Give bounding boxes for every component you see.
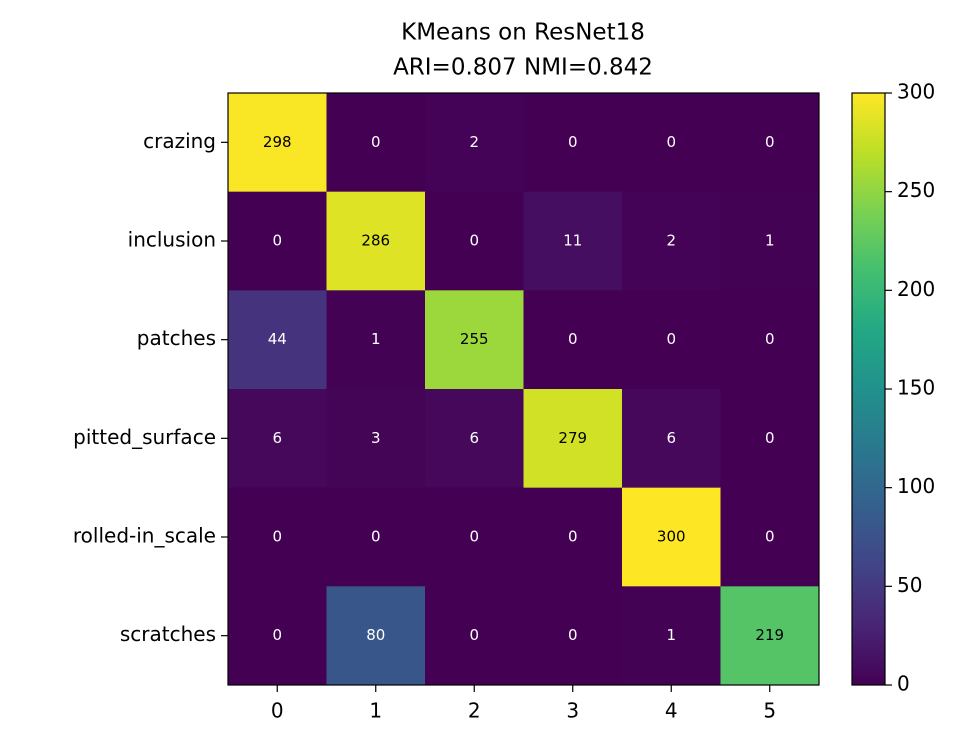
chart-subtitle: ARI=0.807 NMI=0.842 (393, 55, 653, 81)
x-tick-label: 2 (468, 699, 481, 723)
colorbar-tick-label: 200 (897, 277, 935, 301)
cell-label: 0 (765, 330, 775, 348)
cell-label: 3 (371, 429, 381, 447)
heatmap-cell (622, 93, 721, 193)
y-tick-label: patches (137, 326, 216, 350)
heatmap-cell (523, 191, 623, 291)
cell-label: 0 (765, 429, 775, 447)
heatmap-cell (720, 389, 820, 489)
cell-label: 0 (666, 133, 676, 151)
cell-label: 0 (371, 528, 381, 546)
heatmap-cell (720, 93, 820, 193)
cell-label: 44 (268, 330, 287, 348)
cell-label: 6 (666, 429, 676, 447)
heatmap-cell (622, 487, 721, 587)
heatmap-cell (720, 487, 820, 587)
cell-label: 1 (765, 232, 775, 250)
cell-label: 2 (666, 232, 676, 250)
cell-label: 0 (371, 133, 381, 151)
cell-label: 286 (361, 232, 390, 250)
y-tick-label: scratches (120, 622, 216, 646)
heatmap-cell (326, 93, 426, 193)
cell-label: 0 (469, 232, 479, 250)
cell-label: 80 (366, 626, 385, 644)
cell-label: 0 (765, 528, 775, 546)
heatmap-cell (425, 586, 524, 686)
colorbar (851, 92, 886, 686)
cell-label: 1 (666, 626, 676, 644)
heatmap-cell (720, 290, 820, 390)
heatmap-cell (425, 290, 524, 390)
cell-label: 0 (272, 626, 282, 644)
heatmap-cell (228, 487, 327, 587)
cell-label: 0 (568, 626, 578, 644)
heatmap-cell (523, 93, 623, 193)
cell-label: 6 (272, 429, 282, 447)
heatmap-cell (326, 586, 426, 686)
cell-label: 298 (263, 133, 292, 151)
heatmap-cell (326, 487, 426, 587)
heatmap-cell (326, 191, 426, 291)
y-tick-label: crazing (143, 129, 216, 153)
x-tick-label: 1 (369, 699, 382, 723)
heatmap-cell (622, 290, 721, 390)
heatmap-cell (228, 290, 327, 390)
colorbar-tick-label: 100 (897, 474, 935, 498)
cell-label: 0 (272, 528, 282, 546)
colorbar-tick-label: 0 (897, 672, 910, 696)
cell-label: 0 (765, 133, 775, 151)
cell-label: 0 (568, 330, 578, 348)
colorbar-tick-label: 50 (897, 573, 922, 597)
heatmap-cell (523, 586, 623, 686)
x-tick-label: 5 (763, 699, 776, 723)
cell-label: 219 (755, 626, 784, 644)
cell-label: 0 (469, 528, 479, 546)
cell-label: 0 (272, 232, 282, 250)
cell-label: 0 (666, 330, 676, 348)
x-tick-label: 4 (665, 699, 678, 723)
cell-label: 0 (568, 528, 578, 546)
heatmap-cell (228, 389, 327, 489)
heatmap-cell (326, 290, 426, 390)
plot-frame (227, 92, 820, 686)
x-tick-label: 0 (271, 699, 284, 723)
y-tick-label: pitted_surface (73, 425, 216, 449)
heatmap-cell (523, 487, 623, 587)
heatmap-cell (622, 586, 721, 686)
cell-label: 0 (469, 626, 479, 644)
cell-label: 255 (460, 330, 489, 348)
heatmap-cell (523, 389, 623, 489)
heatmap-cell (425, 93, 524, 193)
heatmap-cell (326, 389, 426, 489)
heatmap-cell (228, 191, 327, 291)
heatmap-cell (425, 191, 524, 291)
cell-label: 279 (558, 429, 587, 447)
cell-label: 6 (469, 429, 479, 447)
x-tick-label: 3 (566, 699, 579, 723)
heatmap-cell (622, 389, 721, 489)
colorbar-tick-label: 300 (897, 80, 935, 104)
heatmap-cell (425, 487, 524, 587)
chart-title: KMeans on ResNet18 (401, 20, 645, 46)
y-tick-label: rolled-in_scale (73, 524, 216, 548)
y-tick-label: inclusion (128, 228, 216, 252)
heatmap-cell (523, 290, 623, 390)
heatmap-cell (228, 586, 327, 686)
heatmap-cell (622, 191, 721, 291)
heatmap-cell (720, 191, 820, 291)
colorbar-tick-label: 150 (897, 376, 935, 400)
heatmap-cell (425, 389, 524, 489)
cell-label: 300 (657, 528, 686, 546)
cell-label: 1 (371, 330, 381, 348)
colorbar-tick-label: 250 (897, 178, 935, 202)
cell-label: 0 (568, 133, 578, 151)
heatmap-cell (228, 93, 327, 193)
heatmap-cell (720, 586, 820, 686)
cell-label: 11 (563, 232, 582, 250)
cell-label: 2 (469, 133, 479, 151)
